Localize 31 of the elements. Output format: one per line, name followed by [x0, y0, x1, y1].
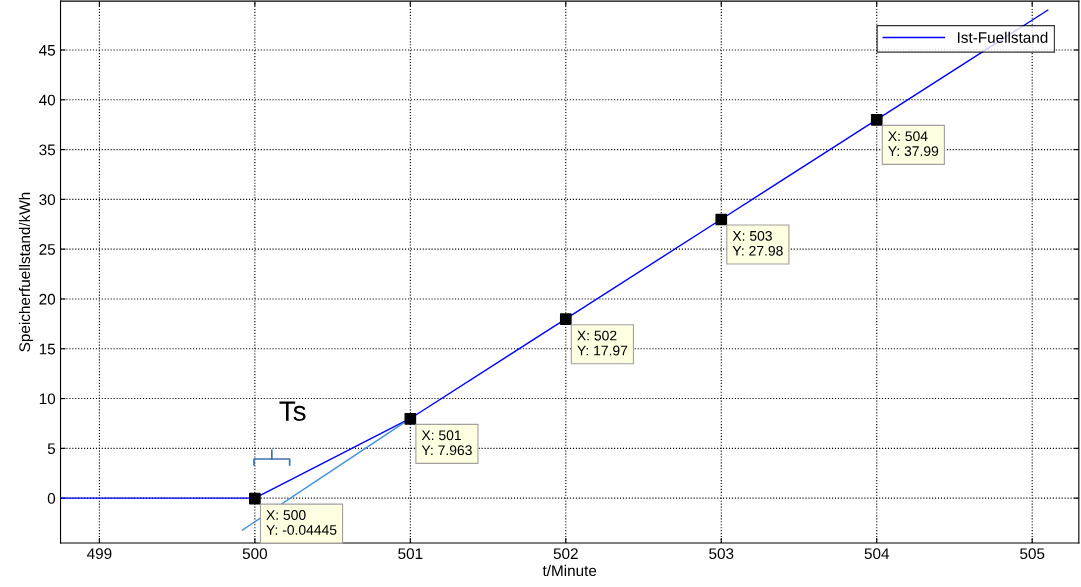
y-tick-label: 45	[39, 45, 56, 56]
annotation: X: 502 Y: 17.97	[577, 330, 628, 356]
annotation: Ts	[279, 401, 306, 421]
y-tick-label: 40	[39, 94, 56, 106]
y-tick-label: 0	[47, 493, 56, 504]
x-tick-label: 504	[864, 548, 890, 560]
point	[559, 313, 572, 326]
legend-label: Ist-Fuellstand	[958, 31, 1048, 43]
point	[249, 492, 261, 505]
x-tick-label: 503	[709, 548, 734, 560]
y-tick-label: 20	[39, 293, 56, 305]
y-tick-label: 30	[39, 194, 56, 206]
point	[870, 113, 883, 126]
annotation: X: 503 Y: 27.98	[732, 230, 783, 256]
x-tick-label: 500	[242, 548, 268, 560]
y-tick-label: 25	[39, 244, 56, 255]
x-tick-label: 501	[398, 548, 423, 560]
y-tick-label: 5	[47, 443, 56, 455]
x-tick-label: 505	[1020, 548, 1045, 560]
x-tick-label: 502	[553, 548, 578, 560]
x-axis-title: t/Minute	[542, 564, 597, 577]
annotation: X: 504 Y: 37.99	[888, 131, 939, 157]
y-tick-label: 15	[39, 343, 56, 355]
x-tick-label: 499	[87, 548, 112, 560]
point	[404, 413, 417, 425]
annotation: X: 501 Y: 7.963	[421, 430, 472, 456]
y-tick-label: 35	[39, 144, 56, 156]
annotation: X: 500 Y: -0.04445	[266, 510, 337, 535]
y-axis-title: Speicherfuellstand/kWh	[18, 192, 34, 352]
point	[715, 213, 728, 226]
y-tick-label: 10	[39, 393, 56, 405]
